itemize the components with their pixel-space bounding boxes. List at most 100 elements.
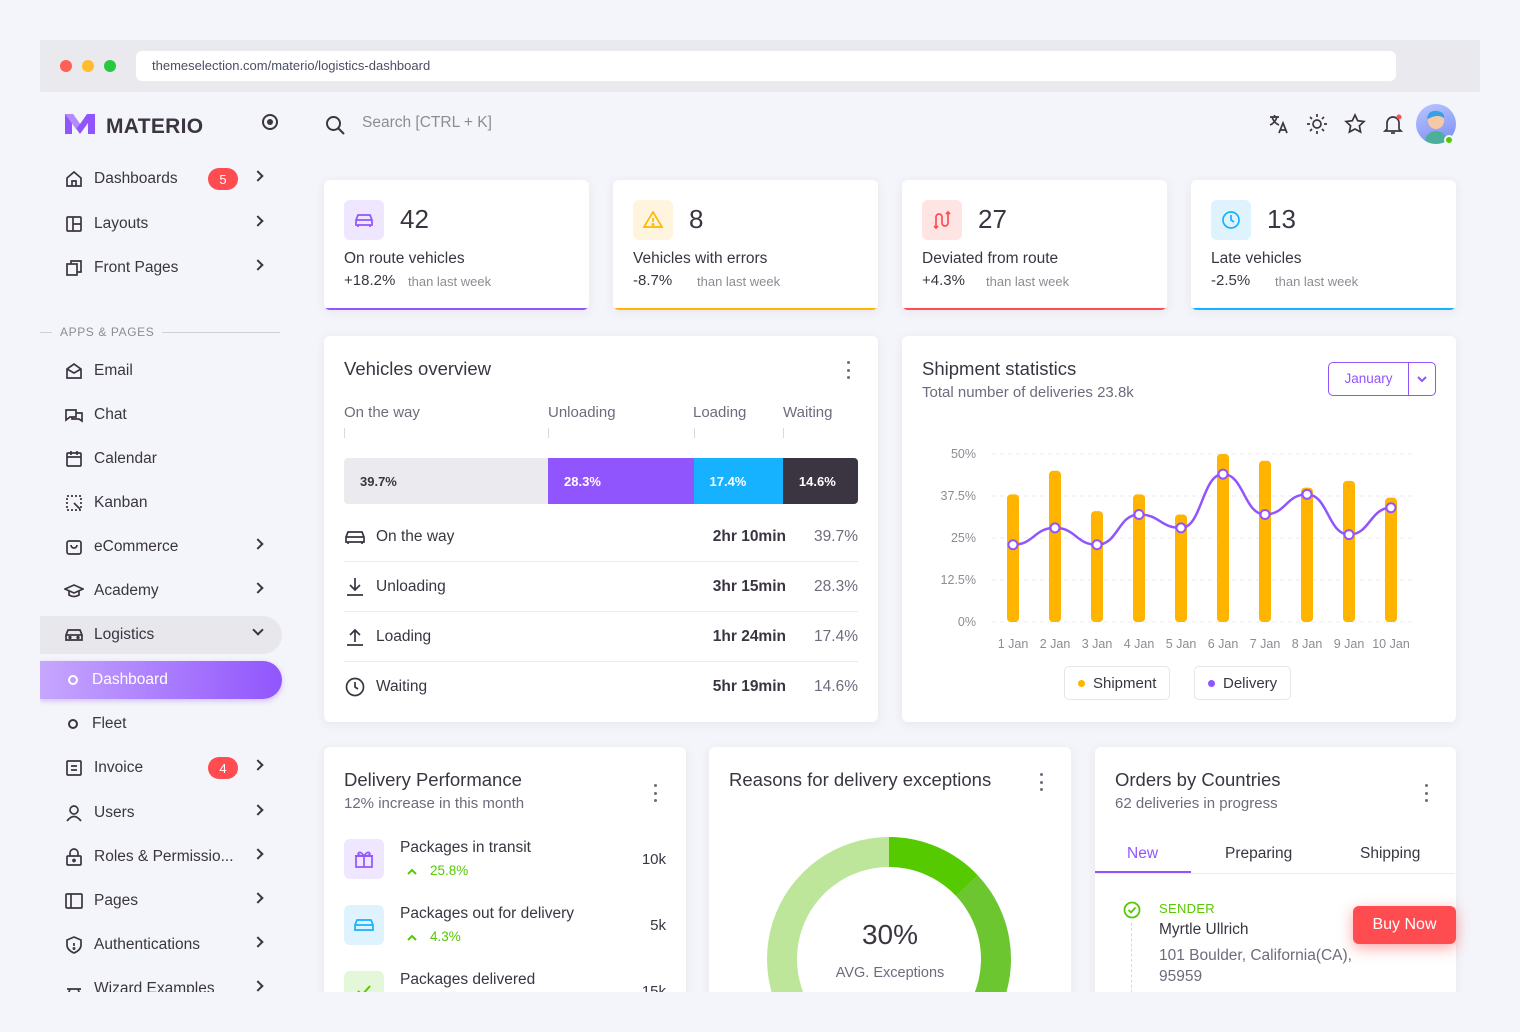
stat-sub: than last week (986, 274, 1070, 289)
address-bar[interactable]: themeselection.com/materio/logistics-das… (136, 51, 1396, 81)
more-options-icon[interactable] (1424, 784, 1428, 802)
legend-delivery[interactable]: Delivery (1194, 666, 1292, 700)
overview-row: Waiting 5hr 19min 14.6% (344, 662, 858, 712)
divider (162, 331, 280, 333)
timeline-connector (1131, 923, 1132, 1003)
sidebar-item-kanban[interactable]: Kanban (40, 484, 282, 522)
bell-icon[interactable] (1381, 112, 1405, 136)
delivery-point (1217, 468, 1229, 480)
buy-now-button[interactable]: Buy Now (1353, 906, 1456, 944)
row-pct: 17.4% (814, 627, 858, 645)
month-select-label: January (1329, 363, 1409, 395)
x-tick-label: 6 Jan (1208, 637, 1239, 651)
sidebar-item-wizard-examples[interactable]: Wizard Examples (40, 970, 282, 992)
legend-label: Delivery (1223, 674, 1278, 692)
sidebar-item-label: Kanban (94, 494, 148, 511)
sidebar-item-logistics[interactable]: Logistics (40, 616, 282, 654)
row-time: 1hr 24min (712, 627, 786, 645)
legend-shipment[interactable]: Shipment (1064, 666, 1171, 700)
tab-new[interactable]: New (1127, 845, 1159, 862)
chevron-right-icon (252, 892, 264, 904)
sidebar-item-label: Chat (94, 406, 127, 423)
divider (40, 331, 52, 333)
shipment-statistics-card: Shipment statistics Total number of deli… (902, 336, 1456, 722)
bar (1343, 480, 1355, 622)
lock-icon (64, 847, 84, 867)
sun-icon[interactable] (1305, 112, 1329, 136)
tab-preparing[interactable]: Preparing (1225, 845, 1293, 862)
bar (1175, 514, 1187, 622)
stat-sub: than last week (1275, 274, 1359, 289)
files-icon (64, 258, 84, 278)
donut-center-label: AVG. Exceptions (835, 965, 945, 981)
item-name: Packages out for delivery (400, 905, 575, 922)
y-tick-label: 50% (951, 447, 976, 461)
search-input[interactable]: Search [CTRL + K] (362, 114, 492, 131)
warning-icon (633, 200, 673, 240)
minimize-window-button[interactable] (82, 60, 94, 72)
x-tick-label: 10 Jan (1372, 637, 1410, 651)
sender-name: Myrtle Ullrich (1159, 921, 1249, 938)
x-tick-label: 9 Jan (1334, 637, 1365, 651)
sidebar-item-academy[interactable]: Academy (40, 572, 282, 610)
chevron-right-icon (252, 848, 264, 860)
stat-label: On route vehicles (344, 250, 465, 267)
chevron-right-icon (252, 259, 264, 271)
item-value: 5k (650, 917, 666, 934)
card-title: Delivery Performance (344, 769, 522, 790)
sidebar-item-label: Authentications (94, 936, 200, 953)
close-window-button[interactable] (60, 60, 72, 72)
download-icon (344, 576, 368, 598)
sidebar-item-fleet[interactable]: Fleet (40, 705, 282, 743)
month-select[interactable]: January (1328, 362, 1436, 396)
accent-line (613, 308, 878, 310)
sidebar-item-label: Calendar (94, 450, 157, 467)
more-options-icon[interactable] (846, 361, 850, 379)
more-options-icon[interactable] (653, 784, 657, 802)
sidebar-pin-icon[interactable] (262, 114, 278, 130)
accent-line (324, 308, 589, 310)
chevron-down-icon[interactable] (1409, 363, 1435, 395)
more-options-icon[interactable] (1039, 773, 1043, 791)
vehicles-overview-card: Vehicles overview On the way Unloading L… (324, 336, 878, 722)
sidebar-item-ecommerce[interactable]: eCommerce (40, 528, 282, 566)
star-icon[interactable] (1343, 112, 1367, 136)
sidebar-item-users[interactable]: Users (40, 794, 282, 832)
bar (1301, 487, 1313, 622)
translate-icon[interactable] (1267, 112, 1291, 136)
sidebar-item-layouts[interactable]: Layouts (40, 205, 282, 243)
sidebar-item-dashboards[interactable]: Dashboards 5 (40, 160, 282, 198)
bar (1217, 454, 1229, 622)
home-icon (64, 169, 84, 189)
sidebar-item-label: Wizard Examples (94, 980, 215, 992)
sidebar-item-roles[interactable]: Roles & Permissio... (40, 838, 282, 876)
sidebar-item-email[interactable]: Email (40, 352, 282, 390)
sidebar-item-label: Email (94, 362, 133, 379)
maximize-window-button[interactable] (104, 60, 116, 72)
sidebar-item-dashboard[interactable]: Dashboard (40, 661, 282, 699)
overview-row: Unloading 3hr 15min 28.3% (344, 562, 858, 612)
delivery-performance-card: Delivery Performance 12% increase in thi… (324, 747, 686, 1007)
brand[interactable]: MATERIO (64, 112, 203, 141)
row-time: 5hr 19min (712, 678, 786, 695)
stat-value: 42 (400, 204, 429, 234)
shipment-chart: 0% 12.5% 25% 37.5% 50% 1 Jan 2 Jan 3 Jan 4 Jan 5 … (941, 447, 1412, 651)
sidebar-item-front-pages[interactable]: Front Pages (40, 249, 282, 287)
search-icon[interactable] (324, 114, 346, 141)
sidebar-item-pages[interactable]: Pages (40, 882, 282, 920)
sidebar-item-authentications[interactable]: Authentications (40, 926, 282, 964)
sidebar-item-invoice[interactable]: Invoice 4 (40, 749, 282, 787)
donut-slice (767, 837, 889, 1007)
calendar-icon (64, 449, 84, 469)
sidebar-item-chat[interactable]: Chat (40, 396, 282, 434)
sidebar-item-calendar[interactable]: Calendar (40, 440, 282, 478)
gift-icon (344, 839, 384, 879)
tab-shipping[interactable]: Shipping (1360, 845, 1421, 862)
notification-badge: 5 (208, 168, 238, 190)
delivery-exceptions-card: Reasons for delivery exceptions 30% AVG.… (709, 747, 1071, 1007)
online-status-icon (1444, 135, 1454, 145)
donut-slice (889, 837, 978, 897)
bar (1385, 497, 1397, 622)
notification-badge: 4 (208, 757, 238, 779)
divider (694, 428, 695, 438)
